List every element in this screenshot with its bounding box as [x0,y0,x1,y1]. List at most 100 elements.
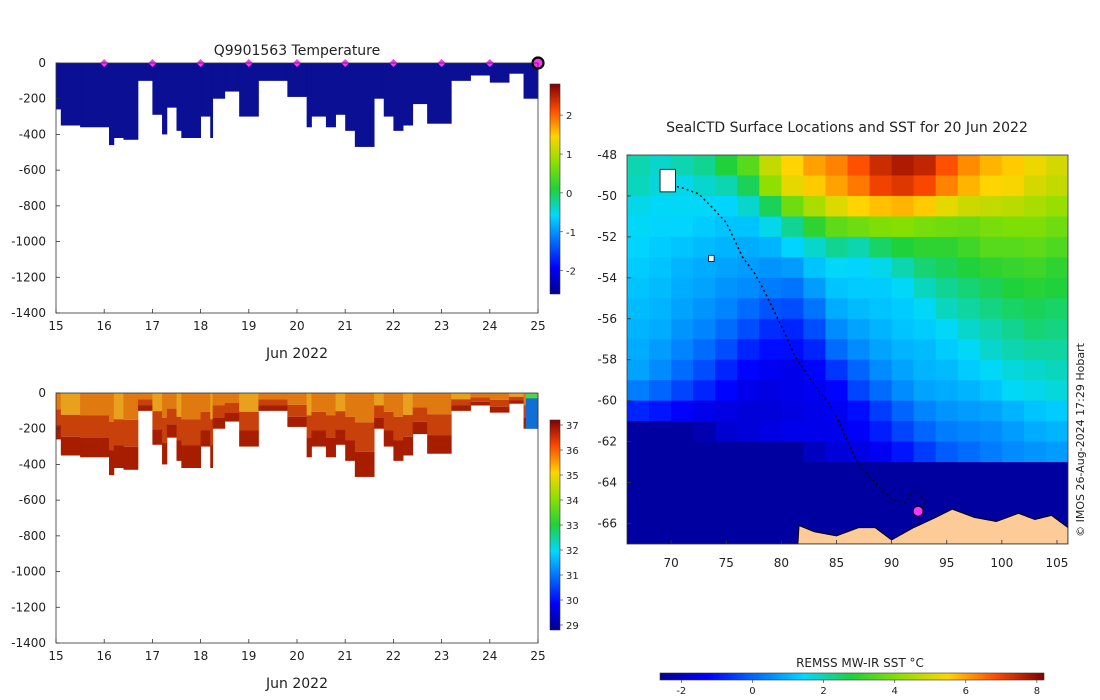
colorbar-tick-label: 2 [820,686,826,697]
sst-cell [913,257,937,279]
salinity-cast-band [451,405,471,411]
sst-cell [1023,175,1047,197]
colorbar-tick-label: 35 [566,471,579,482]
sst-cell [1001,298,1025,320]
x-tick-label: 16 [97,319,112,333]
salinity-cast-band [393,416,404,441]
salinity-cast-band [354,422,375,452]
sst-cell [847,318,871,340]
sst-cell [649,216,672,238]
colorbar-tick-label: 34 [566,496,579,507]
colorbar-tick-label: 29 [566,621,579,632]
sst-cell [1023,441,1047,463]
temperature-cast [200,63,211,117]
sst-cell [693,359,716,381]
sst-cell [1001,380,1025,402]
sst-cell [979,380,1003,402]
sst-cell [869,441,893,463]
salinity-cast-band [345,440,356,461]
sst-cell [891,216,915,238]
sst-cell [759,462,782,484]
y-tick-label: -1400 [11,636,46,650]
sst-cell [693,421,716,443]
salinity-cast-band [403,436,414,456]
salinity-cast-band [137,393,153,400]
sst-cell [715,318,738,340]
sst-cell [935,195,959,217]
sst-cell [781,400,804,422]
sst-cell [1023,380,1047,402]
sst-cell [869,155,893,176]
lon-tick-label: 95 [939,556,954,570]
sst-cell [825,380,848,402]
colorbar-tick-label: 6 [963,686,969,697]
sst-cell [649,277,672,299]
salinity-cast-band [383,393,394,412]
salinity-cast-band [239,430,259,447]
salinity-cast-band [311,393,327,412]
salinity-cast-band [345,393,356,417]
sst-cell [649,503,672,525]
sst-cell [781,482,804,504]
temperature-colorbar [549,83,561,295]
salinity-cast-band [200,393,211,412]
sst-cell [847,400,871,422]
salinity-panel: 15 16 17 18 19 20 21 22 23 24 25 0 -200 -400 -600 -800… [11,386,579,692]
x-tick-label: 22 [386,649,401,663]
salinity-cast-band [325,415,336,438]
sst-cell [869,195,893,217]
temperature-panel: Q9901563 Temperature 15 16 17 18 19 20 21 22 23 2… [11,43,576,362]
sst-cell [671,195,694,217]
sst-cell [737,195,760,217]
sst-cell [957,421,981,443]
sst-cell [715,462,738,484]
sst-cell [693,236,716,258]
sst-cell [627,339,650,361]
salinity-cast-band [427,393,452,415]
sst-cell [847,462,871,484]
sst-cell [847,236,871,258]
salinity-cast-band [212,405,226,418]
sst-cell [759,298,782,320]
lon-tick-label: 90 [884,556,899,570]
temperature-cast [224,63,240,92]
sst-cell [913,359,937,381]
lat-tick-label: -58 [597,353,617,367]
salinity-cast-band [509,396,524,401]
sst-cell [803,298,826,320]
sst-cell [693,339,716,361]
sst-cell [649,195,672,217]
salinity-cast-band [60,414,81,437]
sst-cell [935,216,959,238]
salinity-cast-band [345,416,356,441]
sst-cell [1001,482,1025,504]
sst-cell [825,216,848,238]
x-tick-label: 15 [48,649,63,663]
salinity-cast-band [152,429,163,445]
sst-cell [891,339,915,361]
x-tick-label: 25 [530,319,545,333]
sst-cell [1023,400,1047,422]
salinity-cast-band [181,393,201,420]
sst-cell [759,216,782,238]
temperature-cast [345,63,356,131]
sst-cell [1001,462,1025,484]
temperature-cast [354,63,375,147]
sst-cell [759,195,782,217]
salinity-cast-band [166,424,177,438]
colorbar-tick-label: -2 [676,686,686,697]
sst-cell [825,277,848,299]
sst-cell [1023,236,1047,258]
salinity-cast-band [239,411,259,431]
x-tick-label: 20 [289,649,304,663]
sst-cell [847,155,871,176]
sst-cell [1023,462,1047,484]
sst-cell [671,175,694,197]
sst-cell [1023,216,1047,238]
lon-tick-label: 70 [663,556,678,570]
sst-cell [847,482,871,504]
salinity-cast-band [383,430,394,447]
sst-cell [759,503,782,525]
sst-cell [935,318,959,340]
salinity-cast-band [393,393,404,417]
